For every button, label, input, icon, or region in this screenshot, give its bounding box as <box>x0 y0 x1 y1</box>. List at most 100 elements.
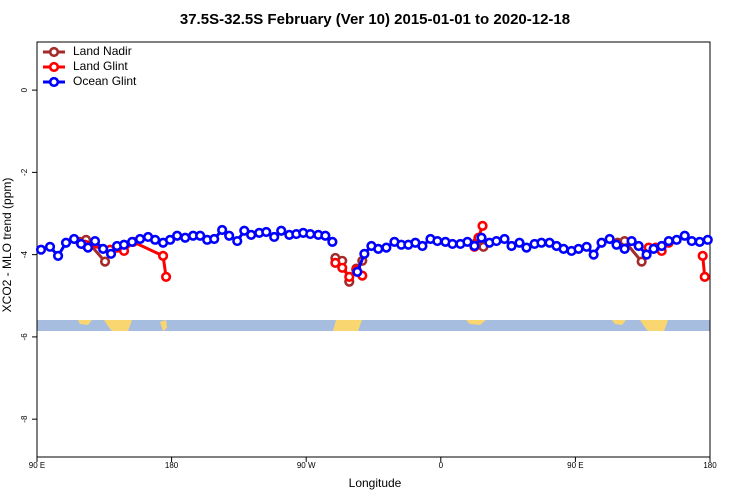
legend-label: Land Glint <box>73 59 128 73</box>
x-tick-label: 180 <box>703 461 717 470</box>
point <box>232 235 243 247</box>
x-tick-label: 90 E <box>567 461 583 470</box>
point <box>476 232 487 243</box>
y-tick-label: -2 <box>20 168 29 176</box>
point <box>127 236 138 247</box>
land <box>466 320 486 325</box>
point <box>604 233 615 245</box>
point <box>491 235 502 247</box>
point <box>337 262 348 273</box>
point <box>157 250 169 261</box>
legend-marker <box>48 61 60 73</box>
point <box>697 250 708 261</box>
point <box>477 220 488 231</box>
point <box>44 241 56 252</box>
point <box>573 243 584 254</box>
legend-marker <box>48 46 60 58</box>
land <box>78 320 92 325</box>
point <box>134 233 146 245</box>
point <box>588 249 599 260</box>
point <box>359 248 370 259</box>
y-axis-label: XCO2 - MLO trend (ppm) <box>0 178 14 313</box>
point <box>60 237 72 248</box>
point <box>118 239 130 250</box>
point <box>217 224 228 236</box>
land <box>333 320 362 331</box>
point <box>180 232 191 243</box>
point <box>276 225 287 236</box>
point <box>150 234 161 245</box>
point <box>581 241 592 252</box>
point <box>373 243 384 254</box>
point <box>447 238 458 250</box>
point <box>320 230 331 241</box>
point <box>381 242 392 253</box>
point <box>305 228 316 240</box>
point <box>99 256 111 267</box>
point <box>686 235 697 247</box>
point <box>611 239 622 250</box>
x-tick-label: 90 W <box>297 461 316 470</box>
point <box>619 243 630 254</box>
y-tick-label: -6 <box>20 333 29 341</box>
land <box>612 320 626 325</box>
point <box>165 234 176 245</box>
chart-title: 37.5S-32.5S February (Ver 10) 2015-01-01… <box>180 11 570 28</box>
point <box>195 230 206 241</box>
point <box>52 250 64 261</box>
point <box>694 236 705 247</box>
point <box>261 226 272 238</box>
x-tick-label: 90 E <box>29 461 45 470</box>
land <box>104 320 132 331</box>
point <box>82 242 94 253</box>
land <box>160 320 167 331</box>
x-tick-label: 180 <box>165 461 179 470</box>
y-tick-label: -4 <box>20 251 29 259</box>
point <box>327 236 338 247</box>
ocean-band <box>37 320 710 331</box>
x-axis-label: Longitude <box>349 476 402 490</box>
point <box>499 233 510 245</box>
point <box>35 244 47 255</box>
point <box>506 240 517 252</box>
point <box>702 234 713 245</box>
point <box>699 271 710 282</box>
map-strip <box>37 320 710 331</box>
point <box>633 240 644 252</box>
point <box>521 242 532 253</box>
y-tick-label: 0 <box>20 87 29 92</box>
point <box>536 237 547 248</box>
point <box>432 235 443 247</box>
legend-marker <box>48 76 60 88</box>
point <box>344 271 355 282</box>
point <box>663 235 674 247</box>
point <box>656 240 667 252</box>
x-tick-label: 0 <box>439 461 444 470</box>
land <box>640 320 668 331</box>
point <box>224 230 235 241</box>
point <box>68 233 80 245</box>
point <box>209 233 220 245</box>
point <box>269 231 280 243</box>
legend-label: Ocean Glint <box>73 74 137 88</box>
point <box>98 243 109 254</box>
point <box>636 256 647 267</box>
point <box>679 230 690 241</box>
point <box>558 243 569 254</box>
point <box>626 235 637 247</box>
point <box>352 266 363 278</box>
point <box>462 236 473 247</box>
point <box>172 230 183 241</box>
point <box>469 240 480 252</box>
point <box>246 229 257 240</box>
point <box>514 237 525 248</box>
point <box>160 271 172 282</box>
point <box>596 237 607 248</box>
point <box>239 225 250 236</box>
point <box>641 249 652 260</box>
legend-label: Land Nadir <box>73 44 132 58</box>
y-tick-label: -8 <box>20 415 29 423</box>
point <box>417 240 428 252</box>
point <box>89 235 101 247</box>
